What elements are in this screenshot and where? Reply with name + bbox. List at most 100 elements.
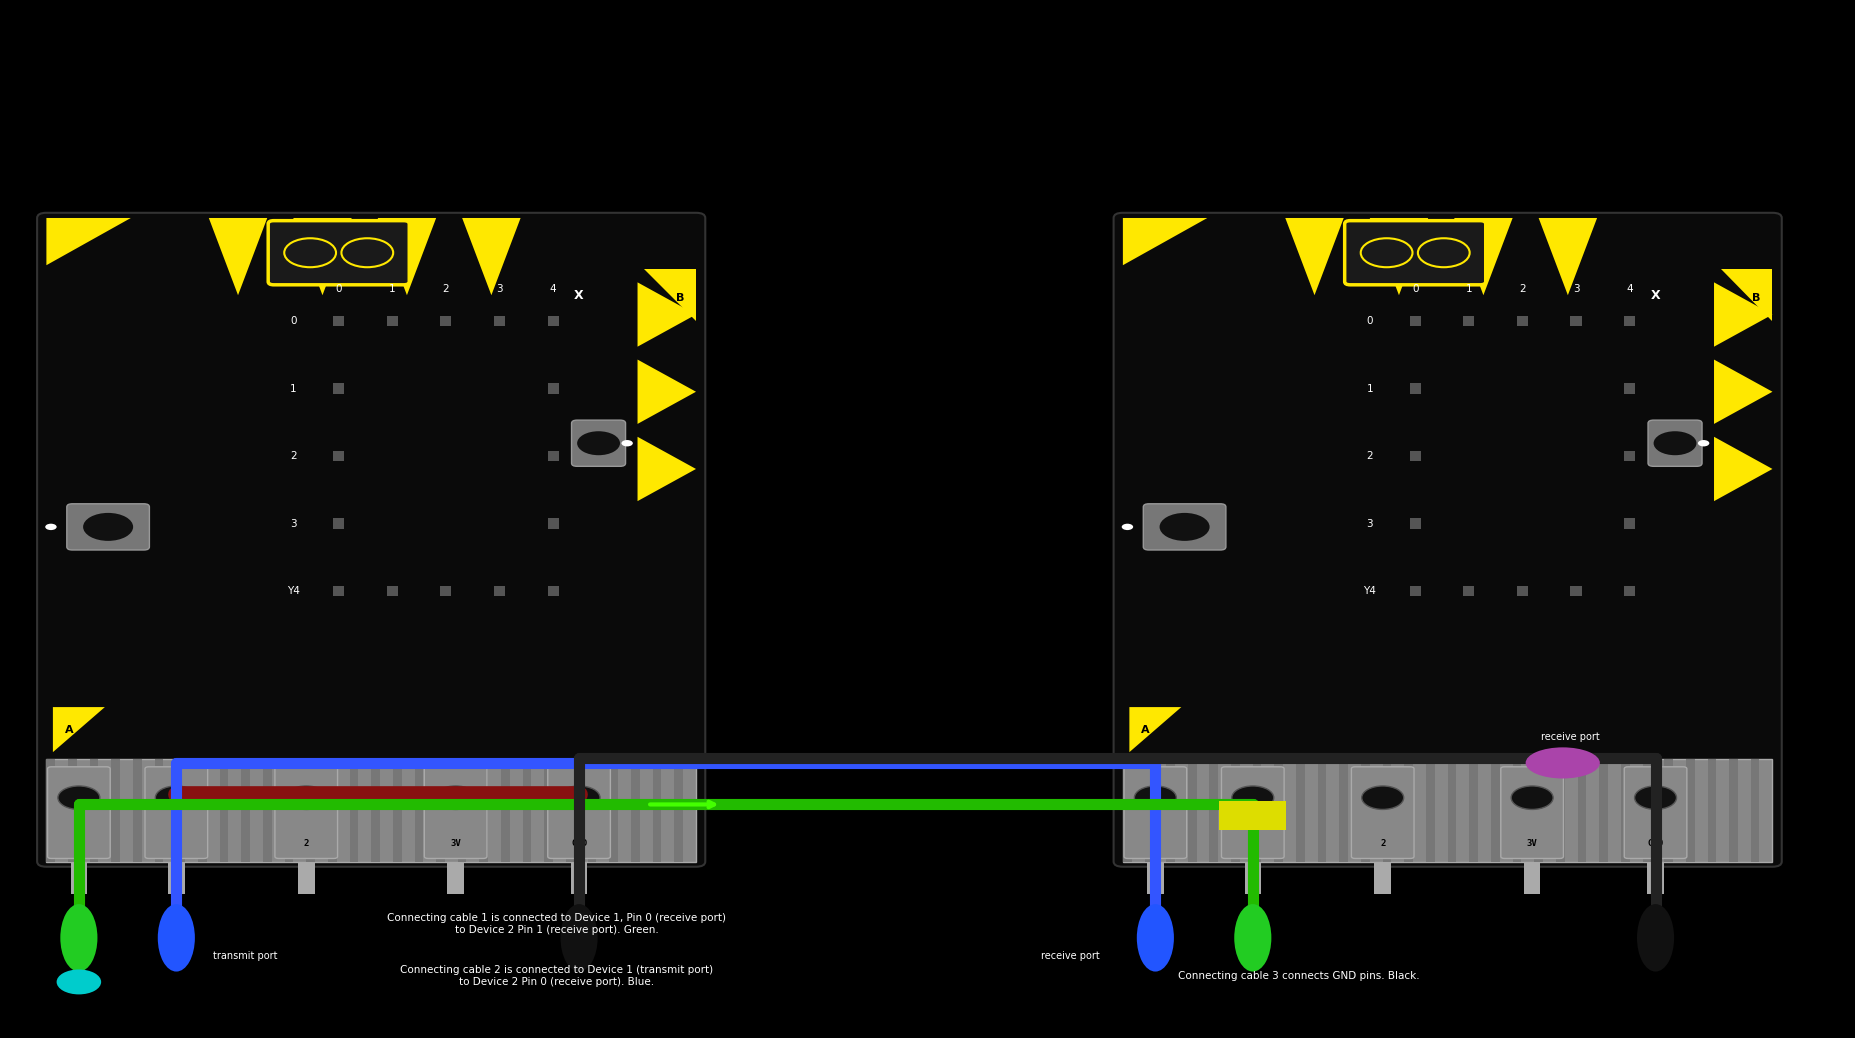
Bar — [1410, 586, 1421, 597]
Text: Y4: Y4 — [288, 586, 299, 596]
FancyBboxPatch shape — [46, 759, 696, 862]
Bar — [1219, 801, 1286, 830]
FancyBboxPatch shape — [571, 420, 625, 466]
Polygon shape — [378, 218, 436, 295]
Text: receive port: receive port — [1041, 951, 1098, 961]
Polygon shape — [462, 218, 519, 295]
Circle shape — [1360, 239, 1412, 267]
Bar — [241, 759, 250, 862]
Bar — [501, 759, 510, 862]
Text: 4: 4 — [1625, 283, 1632, 294]
Bar — [1523, 862, 1540, 894]
Text: Connecting cable 1 is connected to Device 1, Pin 0 (receive port)
to Device 2 Pi: Connecting cable 1 is connected to Devic… — [388, 913, 725, 934]
Bar — [479, 759, 488, 862]
FancyBboxPatch shape — [1623, 767, 1686, 858]
Bar — [334, 586, 345, 597]
Bar — [1577, 759, 1586, 862]
Bar — [334, 316, 345, 326]
Bar — [1462, 586, 1473, 597]
Bar — [566, 759, 575, 862]
Bar — [608, 759, 618, 862]
Bar — [1382, 759, 1391, 862]
Bar — [299, 862, 313, 894]
Ellipse shape — [61, 904, 98, 972]
Bar — [46, 759, 56, 862]
Bar — [1569, 316, 1580, 326]
Polygon shape — [638, 359, 696, 424]
Bar — [70, 862, 87, 894]
Bar — [349, 759, 358, 862]
Bar — [1729, 759, 1736, 862]
Bar — [547, 383, 558, 393]
Polygon shape — [1128, 707, 1180, 753]
Text: A: A — [65, 725, 74, 735]
Circle shape — [1417, 239, 1469, 267]
Bar — [1647, 862, 1662, 894]
FancyBboxPatch shape — [1501, 767, 1562, 858]
Ellipse shape — [560, 904, 597, 972]
Circle shape — [621, 440, 633, 446]
Bar — [1274, 759, 1282, 862]
Bar — [1623, 316, 1634, 326]
Bar — [1642, 759, 1651, 862]
Circle shape — [434, 786, 477, 810]
Bar — [547, 450, 558, 461]
Text: 2: 2 — [1365, 452, 1373, 461]
Bar — [447, 862, 464, 894]
Bar — [334, 450, 345, 461]
FancyBboxPatch shape — [547, 767, 610, 858]
Circle shape — [558, 786, 599, 810]
Text: 1: 1 — [1465, 283, 1471, 294]
Bar — [1623, 586, 1634, 597]
Bar — [458, 759, 466, 862]
Bar — [653, 759, 660, 862]
Bar — [493, 586, 505, 597]
Bar — [169, 862, 184, 894]
Circle shape — [58, 786, 100, 810]
Ellipse shape — [1636, 904, 1673, 972]
Bar — [1209, 759, 1217, 862]
Text: 0: 0 — [76, 839, 82, 847]
Circle shape — [1120, 524, 1133, 530]
Text: 0: 0 — [336, 283, 341, 294]
Polygon shape — [1454, 218, 1512, 295]
FancyBboxPatch shape — [1122, 759, 1772, 862]
Circle shape — [1133, 786, 1176, 810]
Circle shape — [1697, 440, 1708, 446]
Bar — [1339, 759, 1347, 862]
Bar — [284, 759, 293, 862]
Bar — [371, 759, 380, 862]
Bar — [523, 759, 531, 862]
Text: 3: 3 — [1365, 519, 1373, 528]
Text: 1: 1 — [1250, 839, 1254, 847]
Circle shape — [341, 239, 393, 267]
Polygon shape — [46, 218, 132, 265]
Bar — [1317, 759, 1326, 862]
Bar — [547, 586, 558, 597]
Text: 4: 4 — [549, 283, 556, 294]
Polygon shape — [1714, 359, 1772, 424]
Bar — [111, 759, 121, 862]
Text: B: B — [1751, 294, 1760, 303]
Polygon shape — [1714, 282, 1772, 347]
Bar — [386, 586, 397, 597]
FancyBboxPatch shape — [48, 767, 109, 858]
Bar — [1230, 759, 1239, 862]
Bar — [1360, 759, 1369, 862]
Bar — [176, 759, 186, 862]
Circle shape — [1510, 786, 1553, 810]
Text: 1: 1 — [390, 283, 395, 294]
Circle shape — [284, 239, 336, 267]
Bar — [1749, 759, 1759, 862]
FancyBboxPatch shape — [275, 767, 338, 858]
Bar — [440, 316, 451, 326]
FancyBboxPatch shape — [1350, 767, 1414, 858]
Ellipse shape — [1135, 904, 1172, 972]
Text: 2: 2 — [289, 452, 297, 461]
Circle shape — [1159, 513, 1209, 541]
Bar — [1490, 759, 1499, 862]
Bar — [263, 759, 271, 862]
Text: Connecting cable 2 is connected to Device 1 (transmit port)
to Device 2 Pin 0 (r: Connecting cable 2 is connected to Devic… — [401, 965, 712, 986]
Bar — [1410, 518, 1421, 528]
Polygon shape — [210, 218, 267, 295]
